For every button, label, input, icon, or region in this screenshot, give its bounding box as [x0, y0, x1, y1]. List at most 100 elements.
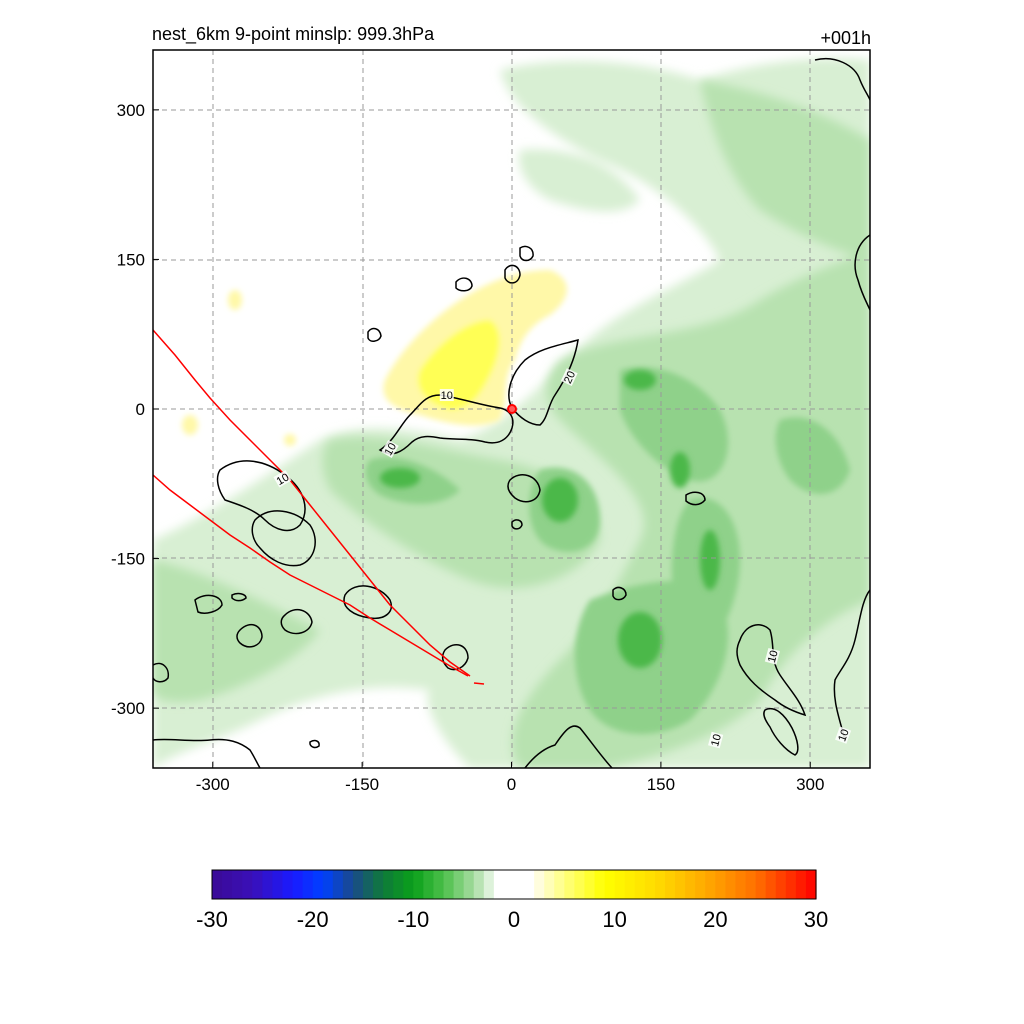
contour-loop-6	[507, 474, 541, 503]
contour-loop-3	[236, 623, 263, 648]
contour-loop-10	[455, 277, 473, 292]
colorbar-box	[685, 870, 696, 899]
colorbar-box	[302, 870, 314, 899]
track-line-north	[153, 329, 471, 677]
colorbar-box	[725, 870, 737, 899]
colorbar-box	[212, 870, 223, 899]
contour-label-bg	[439, 389, 454, 402]
colorbar-box	[765, 870, 777, 899]
contour-label-bg	[764, 647, 781, 665]
contour-label-bg	[273, 470, 292, 488]
colorbar-box	[383, 870, 394, 899]
field-yellow	[182, 270, 567, 446]
colorbar-box	[423, 870, 435, 899]
track-line-tail	[473, 682, 485, 685]
colorbar: -30 -20 -10 0 10 20 30	[196, 869, 828, 932]
colorbar-box	[705, 870, 716, 899]
colorbar-box	[654, 870, 666, 899]
grid-lines	[153, 50, 870, 768]
contour-label-text: 20	[562, 369, 578, 385]
contour-label-text: 10	[836, 728, 851, 744]
contour-10-se	[736, 624, 807, 717]
contour-loop-8	[504, 264, 521, 284]
contour-label: 10	[708, 731, 724, 749]
colorbar-box	[584, 870, 596, 899]
colorbar-box	[554, 870, 565, 899]
colorbar-box	[463, 870, 475, 899]
contour-loop-2	[280, 608, 313, 635]
contour-loop-1	[343, 585, 392, 620]
track-line-south	[153, 474, 469, 677]
colorbar-box	[544, 870, 555, 899]
y-axis: -300 -150 0 150 300	[111, 101, 159, 718]
contour-10-bottom	[524, 725, 613, 768]
colorbar-box	[675, 870, 686, 899]
contour-10-edge-se	[833, 589, 870, 741]
contour-10-sw	[153, 738, 261, 768]
colorbar-box	[493, 870, 505, 899]
colorbar-box	[473, 870, 485, 899]
colorbar-box	[514, 870, 525, 899]
colorbar-box	[312, 870, 324, 899]
x-axis: -300 -150 0 150 300	[196, 762, 824, 794]
contour-loop-16	[231, 592, 247, 602]
colorbar-tick-label: -10	[397, 907, 429, 932]
y-tick-label: -150	[111, 550, 145, 569]
contour-label: 10	[835, 726, 852, 744]
y-tick-label: 0	[136, 400, 145, 419]
x-tick-label: -300	[196, 775, 230, 794]
colorbar-box	[342, 870, 354, 899]
x-tick-label: -150	[345, 775, 379, 794]
colorbar-box	[524, 870, 535, 899]
x-tick-label: 300	[796, 775, 824, 794]
contour-label-text: 10	[275, 471, 292, 488]
y-tick-label: 150	[117, 250, 145, 269]
colorbar-tick-label: 20	[703, 907, 727, 932]
colorbar-box	[292, 870, 304, 899]
contour-10-west-1	[216, 460, 306, 532]
colorbar-box	[403, 870, 414, 899]
contour-loop-4	[194, 594, 223, 614]
contour-label-text: 10	[441, 390, 453, 402]
storm-center-ring	[509, 406, 515, 412]
colorbar-ticks: -30 -20 -10 0 10 20 30	[196, 907, 828, 932]
colorbar-box	[614, 870, 626, 899]
colorbar-box	[695, 870, 706, 899]
contour-10-central	[378, 394, 514, 455]
contour-label-bg	[381, 439, 399, 458]
chart-title: nest_6km 9-point minslp: 999.3hPa	[152, 24, 435, 45]
colorbar-box	[433, 870, 445, 899]
colorbar-box	[483, 870, 495, 899]
y-tick-label: 300	[117, 101, 145, 120]
contour-10-se-2	[763, 708, 799, 756]
contour-label-text: 10	[383, 441, 400, 458]
colorbar-box	[232, 870, 243, 899]
colorbar-box	[745, 870, 757, 899]
colorbar-tick-label: -20	[297, 907, 329, 932]
colorbar-tick-label: -30	[196, 907, 228, 932]
colorbar-tick-label: 0	[508, 907, 520, 932]
colorbar-box	[785, 870, 797, 899]
colorbar-box	[795, 870, 807, 899]
colorbar-box	[604, 870, 616, 899]
contour-label: 10	[764, 647, 781, 665]
plot-area: 10 10 10 20 10 10 10	[152, 49, 871, 769]
contour-loop-11	[367, 327, 382, 342]
contour-loop-14	[153, 662, 170, 683]
colorbar-tick-label: 10	[602, 907, 626, 932]
colorbar-box	[735, 870, 747, 899]
colorbar-box	[775, 870, 787, 899]
contour-label: 10	[273, 470, 292, 488]
contour-labels: 10 10 10 20 10 10 10	[273, 368, 852, 749]
colorbar-box	[453, 870, 465, 899]
field-dark-green	[380, 370, 720, 668]
contour-loop-9	[519, 245, 534, 262]
contour-10-west-2	[251, 510, 316, 567]
contour-label: 10	[439, 389, 454, 402]
colorbar-box	[393, 870, 404, 899]
colorbar-box	[272, 870, 284, 899]
colorbar-box	[282, 870, 294, 899]
contour-label-bg	[708, 731, 724, 749]
colorbar-box	[332, 870, 344, 899]
contour-loop-13	[685, 491, 706, 506]
